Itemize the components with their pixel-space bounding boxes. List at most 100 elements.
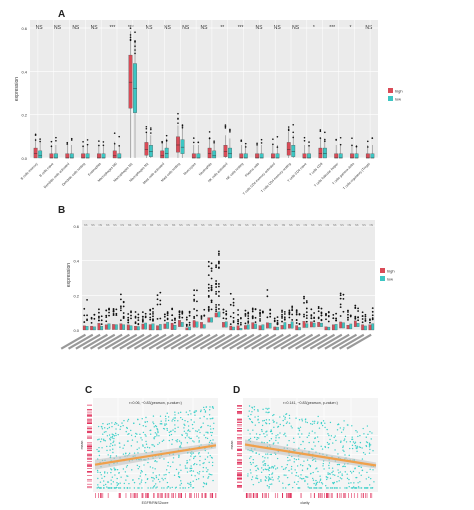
box-low — [261, 324, 265, 331]
significance-label: NS — [91, 25, 99, 31]
scatter-point-c — [186, 467, 188, 469]
x-tick-label-b — [148, 333, 174, 350]
scatter-point-c — [142, 431, 145, 434]
scatter-point-c — [202, 470, 204, 473]
scatter-point-d — [336, 429, 339, 431]
outlier-point-b — [325, 313, 327, 315]
scatter-point-c — [187, 421, 189, 423]
outlier-point — [229, 131, 231, 133]
scatter-point-d — [268, 411, 270, 413]
scatter-point-d — [318, 487, 320, 489]
scatter-point-c — [145, 443, 148, 445]
outlier-point-b — [281, 309, 283, 312]
scatter-point-d — [359, 441, 362, 444]
significance-label-b: NS — [362, 224, 366, 227]
scatter-point-c — [142, 445, 144, 447]
scatter-point-c — [125, 453, 127, 455]
scatter-point-d — [349, 447, 351, 450]
scatter-point-d — [295, 472, 298, 474]
scatter-point-c — [199, 455, 201, 458]
scatter-point-c — [168, 431, 170, 434]
x-axis-label-d: clarity — [300, 501, 309, 505]
scatter-point-d — [308, 487, 311, 489]
box-high — [302, 153, 307, 159]
x-tick-label-b — [339, 333, 365, 350]
outlier-point-b — [229, 292, 232, 295]
outlier-point-b — [288, 311, 291, 313]
outlier-point-b — [181, 316, 184, 319]
scatter-point-d — [260, 479, 262, 481]
scatter-point-d — [358, 487, 360, 489]
scatter-point-d — [297, 458, 300, 460]
outlier-point-b — [159, 303, 162, 306]
significance-label-b: NS — [106, 224, 110, 227]
scatter-point-c — [161, 440, 164, 443]
scatter-point-d — [311, 459, 314, 461]
scatter-point-c — [99, 481, 102, 483]
scatter-point-c — [108, 487, 111, 489]
scatter-point-c — [193, 462, 196, 465]
scatter-point-c — [205, 406, 208, 408]
scatter-point-d — [256, 438, 258, 441]
outlier-point-b — [288, 309, 291, 312]
scatter-point-d — [251, 476, 254, 478]
scatter-point-c — [185, 411, 188, 413]
scatter-point-d — [371, 487, 374, 489]
scatter-point-d — [344, 435, 347, 438]
scatter-point-d — [294, 469, 296, 471]
scatter-point-c — [178, 440, 181, 442]
scatter-point-c — [202, 485, 205, 488]
scatter-point-d — [309, 473, 312, 475]
outlier-point-b — [259, 313, 261, 315]
outlier-point — [256, 142, 258, 145]
scatter-point-c — [205, 482, 208, 485]
scatter-point-c — [204, 411, 207, 413]
scatter-point-d — [339, 487, 341, 489]
scatter-point-c — [173, 474, 176, 476]
scatter-point-d — [322, 462, 325, 465]
scatter-point-d — [346, 473, 348, 475]
scatter-point-c — [197, 453, 200, 455]
box-low — [307, 153, 311, 159]
scatter-point-c — [212, 439, 214, 441]
scatter-point-c — [107, 454, 109, 456]
scatter-point-c — [166, 429, 169, 431]
scatter-point-c — [155, 476, 158, 479]
scatter-point-d — [292, 437, 295, 440]
scatter-point-d — [353, 482, 355, 484]
outlier-point-b — [283, 313, 286, 315]
scatter-point-c — [119, 487, 122, 489]
scatter-point-d — [265, 411, 267, 413]
scatter-point-d — [288, 414, 291, 417]
x-tick-label-b — [97, 333, 123, 350]
scatter-point-d — [297, 433, 299, 435]
scatter-point-c — [155, 475, 157, 477]
scatter-point-c — [99, 471, 101, 474]
scatter-point-c — [115, 428, 117, 430]
scatter-point-c — [188, 486, 190, 489]
scatter-point-c — [142, 444, 144, 446]
scatter-point-c — [97, 471, 99, 473]
outlier-point-b — [100, 315, 103, 318]
outlier-point-b — [225, 313, 228, 316]
outlier-point-b — [166, 314, 169, 317]
outlier-point-b — [149, 313, 152, 315]
scatter-point-c — [128, 482, 130, 485]
scatter-point-c — [174, 419, 176, 422]
scatter-point-d — [299, 436, 301, 438]
scatter-point-d — [316, 481, 319, 484]
outlier-point — [129, 34, 132, 36]
scatter-point-c — [118, 442, 121, 444]
scatter-point-c — [150, 476, 153, 479]
outlier-point-b — [303, 301, 305, 304]
scatter-point-d — [314, 432, 316, 434]
outlier-point — [86, 139, 89, 141]
x-tick-label-b — [346, 333, 372, 350]
scatter-point-d — [355, 476, 358, 479]
scatter-point-c — [136, 441, 138, 443]
scatter-point-d — [286, 444, 289, 446]
outlier-point-b — [320, 314, 323, 317]
scatter-point-d — [318, 427, 321, 429]
scatter-point-c — [123, 444, 126, 446]
outlier-point-b — [83, 314, 86, 317]
